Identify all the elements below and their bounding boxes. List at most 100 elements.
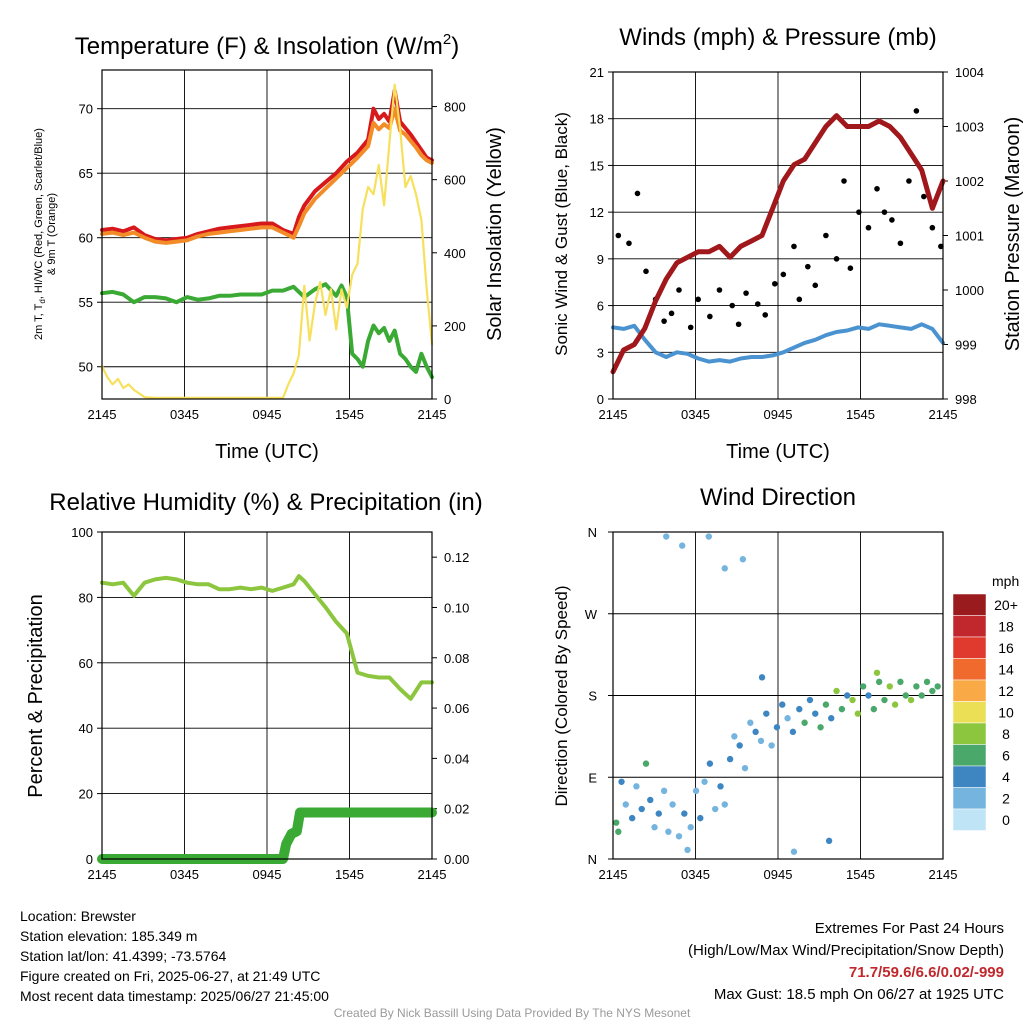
gust-point xyxy=(762,312,769,318)
legend-label: 6 xyxy=(1002,747,1010,763)
legend-swatch xyxy=(952,787,987,810)
gust-point xyxy=(634,190,641,197)
wind-direction-point xyxy=(779,701,786,708)
panel-winds: 2145 0345 0945 1545 214503691215182199899910… xyxy=(590,65,984,422)
y-tick-label: 0 xyxy=(86,852,93,867)
y2-tick-label: 0.04 xyxy=(444,751,469,766)
legend-label: 16 xyxy=(998,640,1014,656)
wind-direction-point xyxy=(675,833,683,840)
y2-tick-label: 1001 xyxy=(955,229,984,244)
recent-data-text: Most recent data timestamp: 2025/06/27 2… xyxy=(20,988,329,1004)
wind-direction-point xyxy=(660,787,668,795)
elevation-text: Station elevation: 185.349 m xyxy=(20,928,198,944)
wind-direction-point xyxy=(833,687,840,695)
y-tick-label: N xyxy=(588,525,597,540)
legend-swatch xyxy=(952,765,987,788)
legend-swatch xyxy=(952,615,987,638)
x-tick-label: 2145 xyxy=(929,867,958,882)
wind-direction-point xyxy=(651,824,658,831)
plot-border xyxy=(612,531,944,860)
wind-direction-point xyxy=(843,692,851,699)
wind-direction-point xyxy=(681,810,688,817)
y2-tick-label: 999 xyxy=(955,338,977,353)
xlabel-winds: Time (UTC) xyxy=(726,441,830,463)
x-tick-label: 2145 xyxy=(599,407,628,422)
wind-direction-point xyxy=(784,715,791,722)
x-tick-label: 0345 xyxy=(170,407,199,422)
gust-point xyxy=(856,209,862,215)
wind-direction-point xyxy=(721,565,728,572)
wind-direction-point xyxy=(736,742,743,749)
latlon-text: Station lat/lon: 41.4399; -73.5764 xyxy=(20,948,227,964)
y-tick-label: 18 xyxy=(590,112,604,127)
y-tick-label: W xyxy=(585,607,598,622)
x-tick-label: 1545 xyxy=(846,867,875,882)
y2-tick-label: 0.08 xyxy=(444,651,469,666)
gust-point xyxy=(913,108,920,114)
x-tick-label: 0345 xyxy=(170,867,199,882)
wind-direction-point xyxy=(706,760,714,767)
wind-direction-point xyxy=(825,837,833,845)
gust-point xyxy=(823,232,829,239)
y-tick-label: 0 xyxy=(597,392,604,407)
x-tick-label: 1545 xyxy=(335,407,364,422)
x-tick-label: 0345 xyxy=(681,867,710,882)
wind-direction-point xyxy=(891,701,899,708)
ylabel2-temperature: Solar Insolation (Yellow) xyxy=(484,127,506,341)
temperature-9m-series-line xyxy=(100,106,434,245)
wind-direction-point xyxy=(701,778,708,785)
legend-swatch xyxy=(952,744,987,767)
y-tick-label: 100 xyxy=(71,525,93,540)
speed-legend: 20+ 18 16 14 12 10 8 6 4 2 0 xyxy=(952,593,1018,831)
wind-direction-point xyxy=(618,778,625,785)
wind-direction-point xyxy=(822,701,830,708)
wind-direction-point xyxy=(628,814,636,822)
legend-swatch xyxy=(952,593,987,616)
gust-point xyxy=(729,302,736,309)
xlabel-temperature: Time (UTC) xyxy=(215,441,319,463)
y-tick-label: 6 xyxy=(597,299,604,314)
x-tick-label: 2145 xyxy=(929,407,958,422)
wind-direction-point xyxy=(870,705,878,713)
wind-direction-point xyxy=(663,533,670,540)
y2-tick-label: 200 xyxy=(444,319,466,334)
gust-point xyxy=(716,287,723,293)
gust-point xyxy=(874,185,880,192)
gust-point xyxy=(906,178,912,184)
chart-panels: 2145 0345 0945 1545 214550556065700200400600… xyxy=(71,65,1018,882)
panel-humidity: 2145 0345 0945 1545 21450204060801000.000.02… xyxy=(71,525,469,882)
wind-direction-point xyxy=(902,692,909,699)
gust-point xyxy=(735,321,742,328)
wind-direction-point xyxy=(790,848,798,855)
max-gust-text: Max Gust: 18.5 mph On 06/27 at 1925 UTC xyxy=(713,986,1004,1003)
dewpoint-series-line xyxy=(100,282,434,380)
y-tick-label: 50 xyxy=(79,360,93,375)
gust-point xyxy=(661,318,667,324)
wind-direction-point xyxy=(757,737,765,745)
y-tick-label: 15 xyxy=(590,158,604,173)
wind-direction-point xyxy=(838,705,846,713)
gust-point xyxy=(805,263,811,270)
wind-direction-point xyxy=(886,683,893,690)
plot-border xyxy=(612,71,944,400)
extremes-subtitle: (High/Low/Max Wind/Precipitation/Snow De… xyxy=(688,942,1004,959)
ylabel-temperature-line2: & 9m T (Orange) xyxy=(46,193,58,275)
wind-direction-point xyxy=(633,783,640,790)
y-tick-label: E xyxy=(588,770,597,785)
y-tick-label: 60 xyxy=(79,231,93,246)
wind-direction-point xyxy=(801,719,808,726)
wind-direction-point xyxy=(665,828,672,835)
ylabel-winds: Sonic Wind & Gust (Blue, Black) xyxy=(552,112,571,356)
x-tick-label: 0945 xyxy=(253,867,282,882)
y-tick-label: 70 xyxy=(79,102,93,117)
wind-direction-point xyxy=(721,801,728,808)
gust-point xyxy=(841,178,847,184)
x-tick-label: 0945 xyxy=(253,407,282,422)
wind-direction-point xyxy=(741,764,749,772)
gust-point xyxy=(833,256,840,262)
gust-point xyxy=(929,224,936,231)
legend-label: 14 xyxy=(998,661,1014,677)
gust-point xyxy=(938,243,944,250)
gust-point xyxy=(772,280,778,287)
